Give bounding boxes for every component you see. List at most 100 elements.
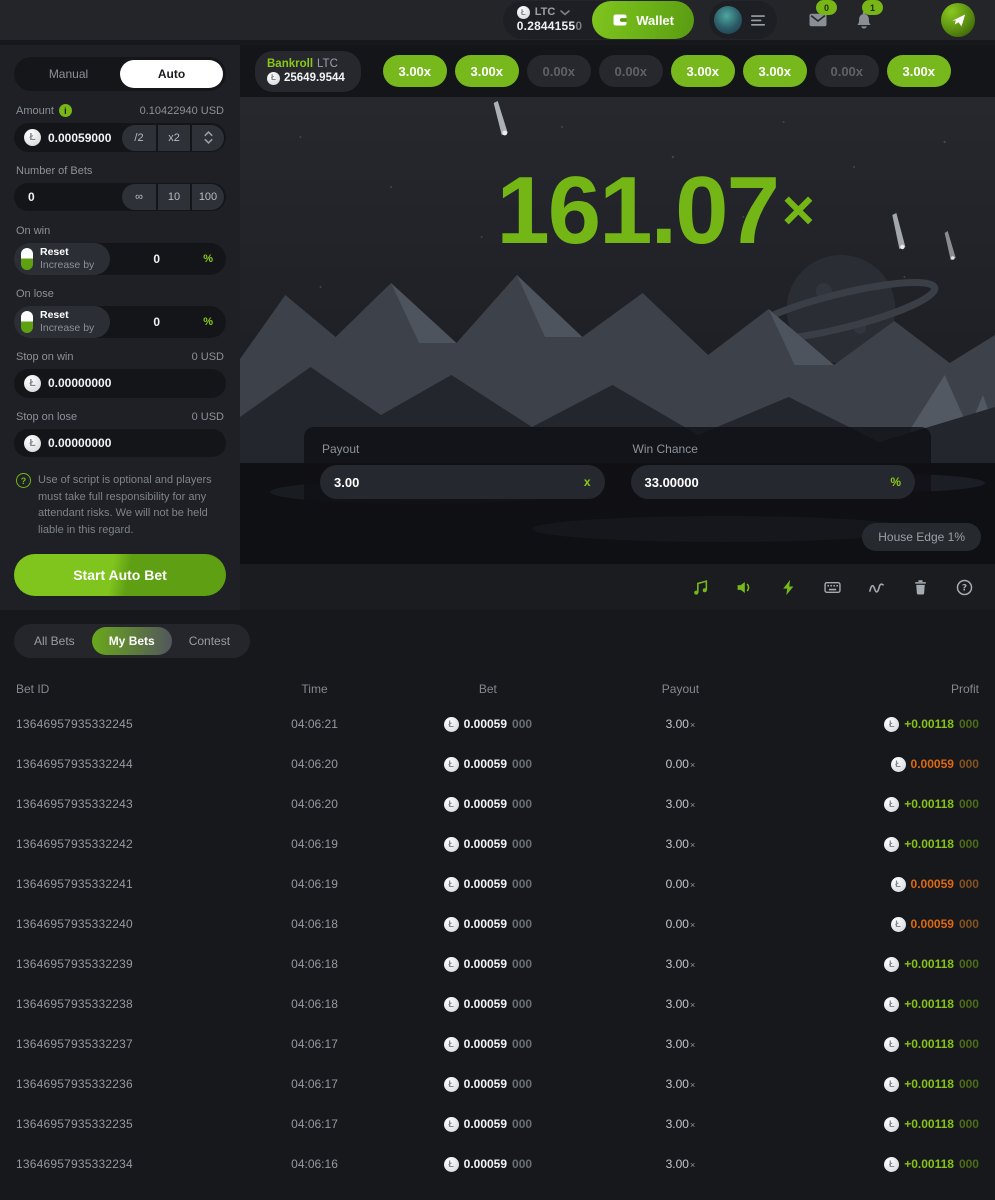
bet-row[interactable]: 13646957935332240 04:06:18 Ł 0.00059 000 0… bbox=[0, 904, 995, 944]
bet-payout: 0.00× bbox=[665, 757, 696, 771]
currency-selector[interactable]: Ł LTC 0.28441550 bbox=[503, 6, 592, 34]
col-bet-id: Bet ID bbox=[16, 682, 50, 696]
multiplier-button-7[interactable]: 0.00x bbox=[814, 55, 879, 87]
bet-id: 13646957935332243 bbox=[16, 797, 133, 811]
bet-row[interactable]: 13646957935332244 04:06:20 Ł 0.00059 000 0… bbox=[0, 744, 995, 784]
balance: 0.28441550 bbox=[516, 19, 583, 34]
avatar bbox=[714, 6, 742, 34]
on-lose-toggle[interactable]: Reset Increase by bbox=[14, 305, 111, 338]
bets-100-button[interactable]: 100 bbox=[190, 184, 224, 211]
bet-row[interactable]: 13646957935332238 04:06:18 Ł 0.00059 000 3… bbox=[0, 984, 995, 1024]
on-win-toggle[interactable]: Reset Increase by bbox=[14, 242, 111, 275]
bet-payout: 3.00× bbox=[665, 797, 696, 811]
turbo-icon[interactable] bbox=[780, 579, 797, 596]
payout-input[interactable]: 3.00 x bbox=[320, 465, 605, 499]
multiplier-button-1[interactable]: 3.00x bbox=[382, 55, 447, 87]
bet-amount: Ł 0.00059 000 bbox=[382, 996, 594, 1012]
amount-stepper[interactable] bbox=[190, 124, 224, 151]
on-lose-value[interactable]: 0 bbox=[153, 314, 161, 329]
bet-row[interactable]: 13646957935332239 04:06:18 Ł 0.00059 000 3… bbox=[0, 944, 995, 984]
double-bet-button[interactable]: x2 bbox=[156, 124, 190, 151]
bet-payout: 3.00× bbox=[665, 957, 696, 971]
bets-10-button[interactable]: 10 bbox=[156, 184, 190, 211]
info-icon[interactable]: i bbox=[58, 104, 72, 118]
mode-toggle: Manual Auto bbox=[14, 57, 226, 92]
hotkeys-icon[interactable] bbox=[824, 579, 841, 596]
amount-input[interactable]: 0.00059000 bbox=[48, 130, 112, 145]
music-icon[interactable] bbox=[692, 579, 709, 596]
start-auto-bet-button[interactable]: Start Auto Bet bbox=[14, 554, 226, 596]
bet-row[interactable]: 13646957935332243 04:06:20 Ł 0.00059 000 3… bbox=[0, 784, 995, 824]
multiplier-button-3[interactable]: 0.00x bbox=[526, 55, 591, 87]
num-bets-input[interactable]: 0 bbox=[28, 190, 35, 205]
stop-lose-usd: 0 USD bbox=[191, 410, 224, 423]
clear-payout-icon[interactable]: x bbox=[583, 475, 591, 489]
mail-badge: 0 bbox=[816, 0, 837, 15]
ltc-coin-icon: Ł bbox=[443, 916, 459, 932]
bet-time: 04:06:21 bbox=[291, 717, 338, 731]
bets-table-body: 13646957935332245 04:06:21 Ł 0.00059 000 3… bbox=[0, 704, 995, 1184]
ltc-coin-icon: Ł bbox=[890, 756, 906, 772]
bet-time: 04:06:20 bbox=[291, 797, 338, 811]
on-lose-row: Reset Increase by 0 % bbox=[14, 305, 226, 338]
multiplier-button-5[interactable]: 3.00x bbox=[670, 55, 735, 87]
half-bet-button[interactable]: /2 bbox=[122, 124, 156, 151]
stop-win-input[interactable]: 0.00000000 bbox=[48, 376, 112, 391]
percent-icon: % bbox=[890, 475, 901, 489]
mail-button[interactable]: 0 bbox=[807, 0, 837, 31]
bet-id: 13646957935332244 bbox=[16, 757, 133, 771]
tab-contest[interactable]: Contest bbox=[172, 627, 247, 655]
percent-suffix: % bbox=[203, 252, 213, 265]
tab-manual[interactable]: Manual bbox=[17, 60, 120, 88]
wallet-button[interactable]: Wallet bbox=[592, 1, 694, 39]
multiplier-button-4[interactable]: 0.00x bbox=[598, 55, 663, 87]
stepper-chevrons-icon bbox=[203, 131, 213, 145]
bet-profit: Ł +0.00118 000 bbox=[767, 956, 979, 972]
bet-row[interactable]: 13646957935332241 04:06:19 Ł 0.00059 000 0… bbox=[0, 864, 995, 904]
stop-lose-input[interactable]: 0.00000000 bbox=[48, 436, 112, 451]
bankroll-pill[interactable]: Bankroll LTC Ł 25649.9544 bbox=[255, 50, 361, 92]
bet-controls-sidebar: Manual Auto Amount i 0.10422940 USD Ł 0.0… bbox=[0, 45, 240, 610]
infinite-bets-button[interactable]: ∞ bbox=[122, 184, 156, 211]
house-edge-badge: House Edge 1% bbox=[862, 523, 981, 551]
tab-auto[interactable]: Auto bbox=[120, 60, 223, 89]
bets-section: All Bets My Bets Contest Bet ID Time Bet… bbox=[0, 624, 995, 1184]
bet-row[interactable]: 13646957935332242 04:06:19 Ł 0.00059 000 3… bbox=[0, 824, 995, 864]
sound-icon[interactable] bbox=[736, 579, 753, 596]
bet-amount: Ł 0.00059 000 bbox=[382, 836, 594, 852]
ltc-coin-icon: Ł bbox=[516, 6, 530, 20]
clear-icon[interactable] bbox=[912, 579, 929, 596]
mail-icon bbox=[809, 13, 827, 27]
bet-payout: 3.00× bbox=[665, 1037, 696, 1051]
on-win-value[interactable]: 0 bbox=[153, 251, 161, 266]
user-menu[interactable] bbox=[709, 1, 777, 39]
tab-all-bets[interactable]: All Bets bbox=[17, 627, 92, 655]
col-payout: Payout bbox=[661, 682, 700, 696]
ltc-coin-icon: Ł bbox=[443, 1156, 459, 1172]
multiplier-button-2[interactable]: 3.00x bbox=[454, 55, 519, 87]
bet-amount: Ł 0.00059 000 bbox=[382, 1036, 594, 1052]
bet-id: 13646957935332239 bbox=[16, 957, 133, 971]
help-icon[interactable]: ? bbox=[956, 579, 973, 596]
bet-amount: Ł 0.00059 000 bbox=[382, 916, 594, 932]
multiplier-button-6[interactable]: 3.00x bbox=[742, 55, 807, 87]
ltc-coin-icon: Ł bbox=[884, 796, 900, 812]
bet-row[interactable]: 13646957935332236 04:06:17 Ł 0.00059 000 3… bbox=[0, 1064, 995, 1104]
bet-profit: Ł +0.00118 000 bbox=[767, 716, 979, 732]
bet-row[interactable]: 13646957935332234 04:06:16 Ł 0.00059 000 3… bbox=[0, 1144, 995, 1184]
stats-icon[interactable] bbox=[868, 579, 885, 596]
win-chance-input[interactable]: 33.00000 % bbox=[630, 465, 915, 499]
hamburger-menu-icon bbox=[751, 14, 765, 26]
bet-time: 04:06:18 bbox=[291, 997, 338, 1011]
chat-toggle-button[interactable] bbox=[941, 3, 975, 37]
bet-payout: 3.00× bbox=[665, 997, 696, 1011]
ltc-coin-icon: Ł bbox=[884, 836, 900, 852]
stop-win-usd: 0 USD bbox=[191, 351, 224, 364]
notifications-button[interactable]: 1 bbox=[853, 0, 883, 31]
ltc-coin-icon: Ł bbox=[443, 1116, 459, 1132]
bet-row[interactable]: 13646957935332245 04:06:21 Ł 0.00059 000 3… bbox=[0, 704, 995, 744]
bet-row[interactable]: 13646957935332235 04:06:17 Ł 0.00059 000 3… bbox=[0, 1104, 995, 1144]
multiplier-button-8[interactable]: 3.00x bbox=[886, 55, 951, 87]
tab-my-bets[interactable]: My Bets bbox=[91, 627, 172, 655]
bet-row[interactable]: 13646957935332237 04:06:17 Ł 0.00059 000 3… bbox=[0, 1024, 995, 1064]
